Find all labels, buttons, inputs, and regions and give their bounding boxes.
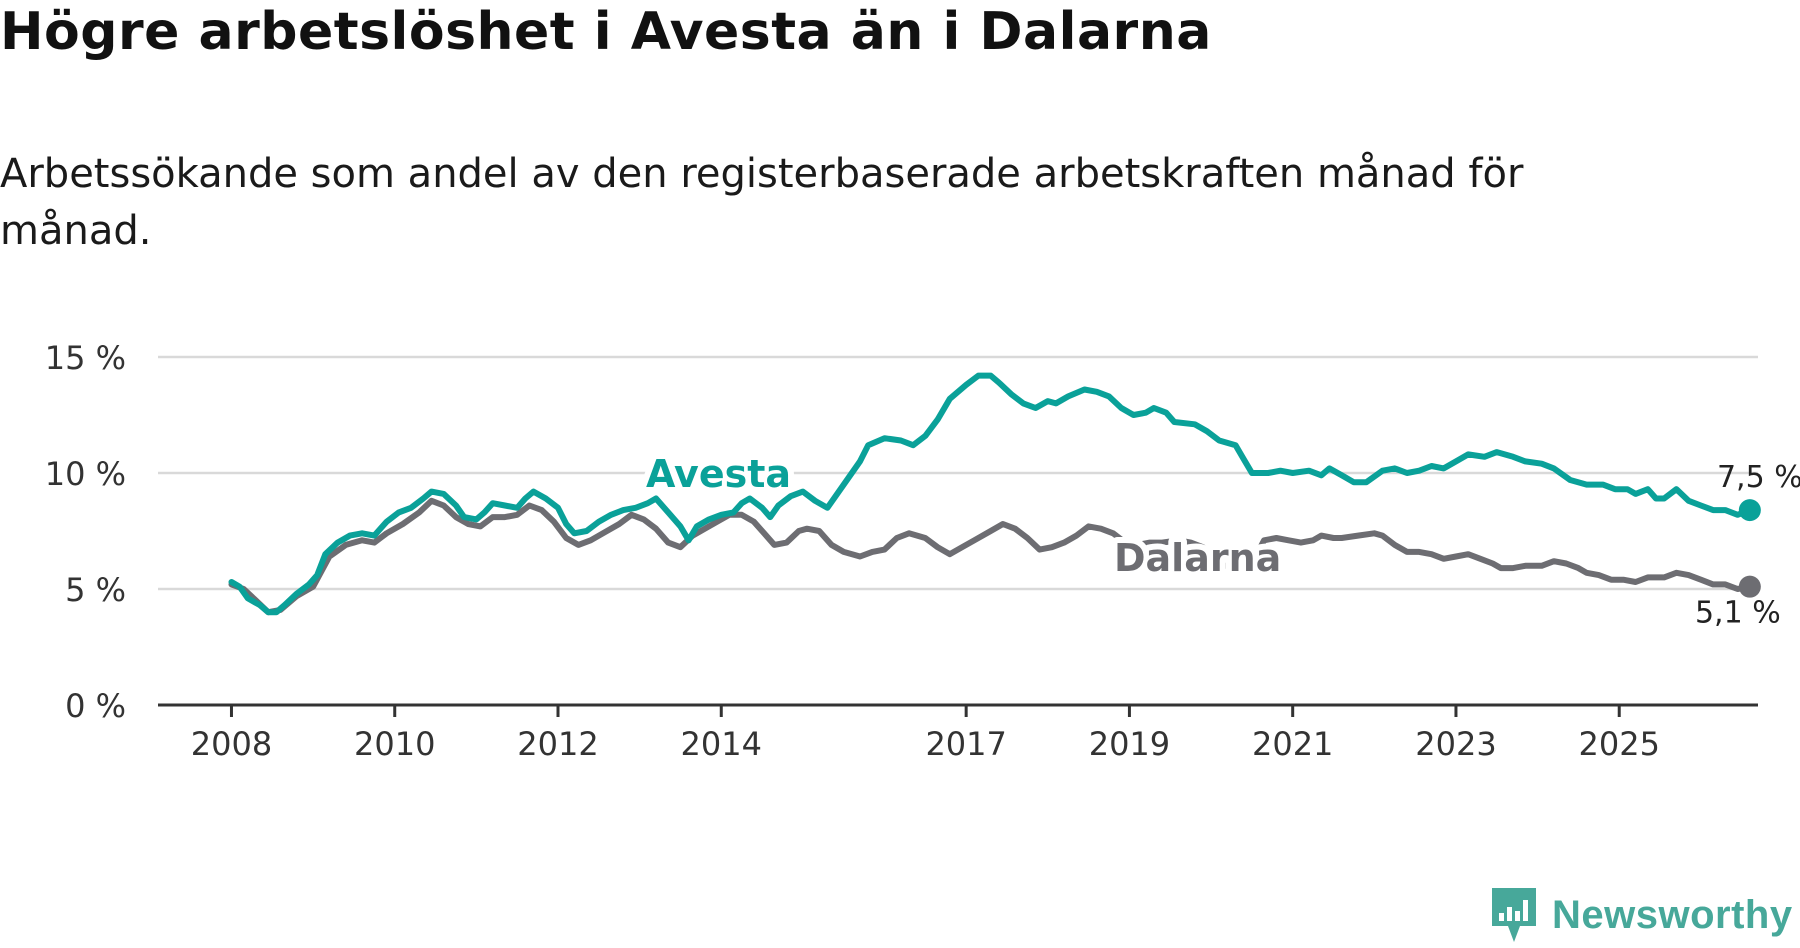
brand-logo: Newsworthy bbox=[1490, 886, 1793, 944]
x-tick-label: 2019 bbox=[1089, 725, 1170, 763]
end-label-avesta: 7,5 % bbox=[1717, 460, 1800, 495]
x-tick-label: 2010 bbox=[354, 725, 435, 763]
y-tick-label: 10 % bbox=[45, 455, 126, 493]
chart-title: Högre arbetslöshet i Avesta än i Dalarna bbox=[0, 2, 1212, 62]
end-label-dalarna: 5,1 % bbox=[1695, 596, 1781, 631]
chart-subtitle: Arbetssökande som andel av den registerb… bbox=[0, 151, 1524, 254]
end-marker-dalarna bbox=[1738, 575, 1761, 598]
x-tick-label: 2008 bbox=[191, 725, 272, 763]
x-tick-label: 2014 bbox=[681, 725, 762, 763]
series-label-dalarna: Dalarna bbox=[1114, 536, 1281, 580]
end-marker-avesta bbox=[1738, 499, 1761, 522]
x-tick-label: 2023 bbox=[1415, 725, 1496, 763]
x-tick-label: 2012 bbox=[517, 725, 598, 763]
series-label-avesta: Avesta bbox=[646, 452, 791, 496]
y-tick-label: 0 % bbox=[65, 687, 126, 725]
x-tick-label: 2017 bbox=[925, 725, 1006, 763]
x-tick-label: 2021 bbox=[1252, 725, 1333, 763]
brand-name: Newsworthy bbox=[1552, 892, 1793, 937]
series-line-avesta bbox=[228, 372, 1753, 616]
x-tick-label: 2025 bbox=[1579, 725, 1660, 763]
newsworthy-logo-icon bbox=[1492, 888, 1536, 942]
series-line-dalarna bbox=[228, 497, 1753, 616]
y-tick-label: 15 % bbox=[45, 339, 126, 377]
y-tick-label: 5 % bbox=[65, 571, 126, 609]
